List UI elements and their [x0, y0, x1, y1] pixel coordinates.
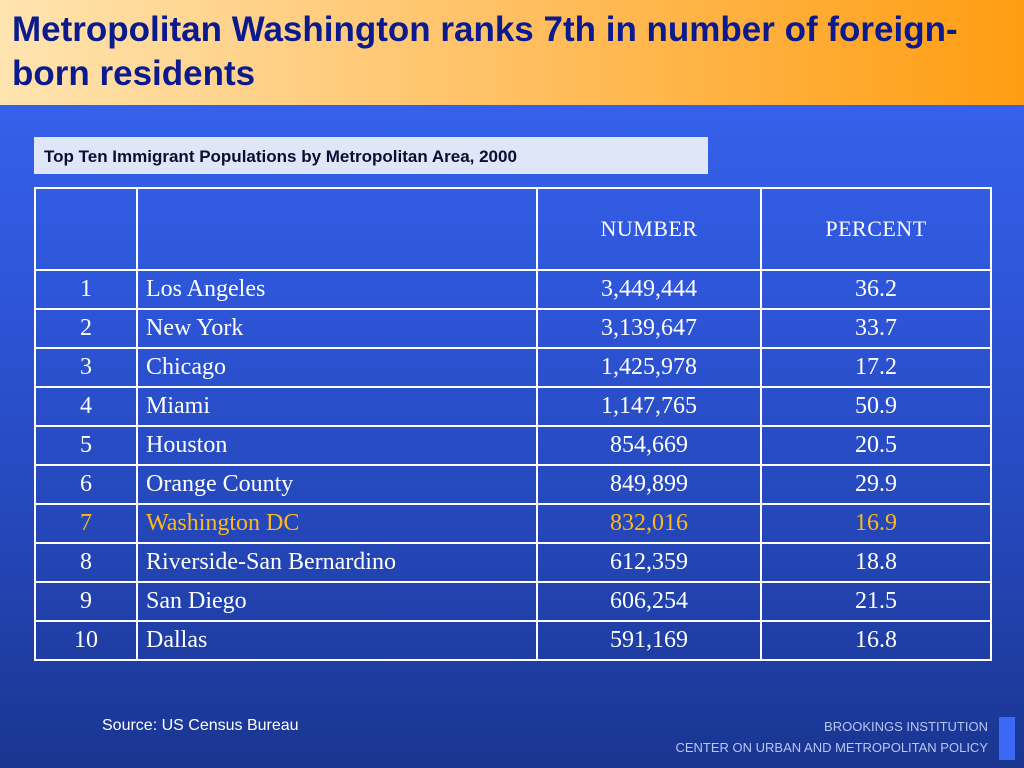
rank-cell: 5: [34, 425, 138, 466]
rank-cell: 6: [34, 464, 138, 505]
percent-cell: 50.9: [760, 386, 992, 427]
number-cell: 854,669: [536, 425, 762, 466]
area-cell: Chicago: [136, 347, 538, 388]
immigrant-population-table: NUMBER PERCENT 1 Los Angeles 3,449,444 3…: [34, 187, 992, 661]
rank-cell: 2: [34, 308, 138, 349]
number-cell: 3,139,647: [536, 308, 762, 349]
area-cell: Riverside-San Bernardino: [136, 542, 538, 583]
area-cell: Los Angeles: [136, 269, 538, 310]
percent-cell: 17.2: [760, 347, 992, 388]
area-cell: Dallas: [136, 620, 538, 661]
area-cell: Washington DC: [136, 503, 538, 544]
table-row: 5 Houston 854,669 20.5: [34, 425, 992, 466]
number-cell: 832,016: [536, 503, 762, 544]
table-row: 6 Orange County 849,899 29.9: [34, 464, 992, 505]
title-bar: Metropolitan Washington ranks 7th in num…: [0, 0, 1024, 105]
table-row: 9 San Diego 606,254 21.5: [34, 581, 992, 622]
table-row: 4 Miami 1,147,765 50.9: [34, 386, 992, 427]
header-rank: [34, 187, 138, 271]
rank-cell: 1: [34, 269, 138, 310]
percent-cell: 36.2: [760, 269, 992, 310]
brand-center: CENTER ON URBAN AND METROPOLITAN POLICY: [675, 740, 988, 755]
table-row-highlighted: 7 Washington DC 832,016 16.9: [34, 503, 992, 544]
header-percent: PERCENT: [760, 187, 992, 271]
number-cell: 591,169: [536, 620, 762, 661]
source-note: Source: US Census Bureau: [102, 717, 299, 734]
area-cell: Orange County: [136, 464, 538, 505]
table-caption: Top Ten Immigrant Populations by Metropo…: [34, 137, 708, 174]
percent-cell: 29.9: [760, 464, 992, 505]
rank-cell: 8: [34, 542, 138, 583]
area-cell: Houston: [136, 425, 538, 466]
percent-cell: 20.5: [760, 425, 992, 466]
area-cell: New York: [136, 308, 538, 349]
table-row: 10 Dallas 591,169 16.8: [34, 620, 992, 661]
header-area: [136, 187, 538, 271]
table-row: 2 New York 3,139,647 33.7: [34, 308, 992, 349]
brand-institution: BROOKINGS INSTITUTION: [824, 719, 988, 734]
number-cell: 1,147,765: [536, 386, 762, 427]
number-cell: 606,254: [536, 581, 762, 622]
rank-cell: 4: [34, 386, 138, 427]
percent-cell: 18.8: [760, 542, 992, 583]
table-header-row: NUMBER PERCENT: [34, 187, 992, 271]
percent-cell: 33.7: [760, 308, 992, 349]
percent-cell: 21.5: [760, 581, 992, 622]
percent-cell: 16.9: [760, 503, 992, 544]
table-row: 8 Riverside-San Bernardino 612,359 18.8: [34, 542, 992, 583]
table-row: 1 Los Angeles 3,449,444 36.2: [34, 269, 992, 310]
brand-block: BROOKINGS INSTITUTION CENTER ON URBAN AN…: [675, 716, 988, 758]
brand-accent-bar: [999, 717, 1015, 760]
rank-cell: 10: [34, 620, 138, 661]
rank-cell: 3: [34, 347, 138, 388]
header-number: NUMBER: [536, 187, 762, 271]
rank-cell: 7: [34, 503, 138, 544]
number-cell: 612,359: [536, 542, 762, 583]
number-cell: 849,899: [536, 464, 762, 505]
slide-title: Metropolitan Washington ranks 7th in num…: [12, 10, 958, 93]
number-cell: 3,449,444: [536, 269, 762, 310]
area-cell: Miami: [136, 386, 538, 427]
table-row: 3 Chicago 1,425,978 17.2: [34, 347, 992, 388]
percent-cell: 16.8: [760, 620, 992, 661]
rank-cell: 9: [34, 581, 138, 622]
number-cell: 1,425,978: [536, 347, 762, 388]
area-cell: San Diego: [136, 581, 538, 622]
